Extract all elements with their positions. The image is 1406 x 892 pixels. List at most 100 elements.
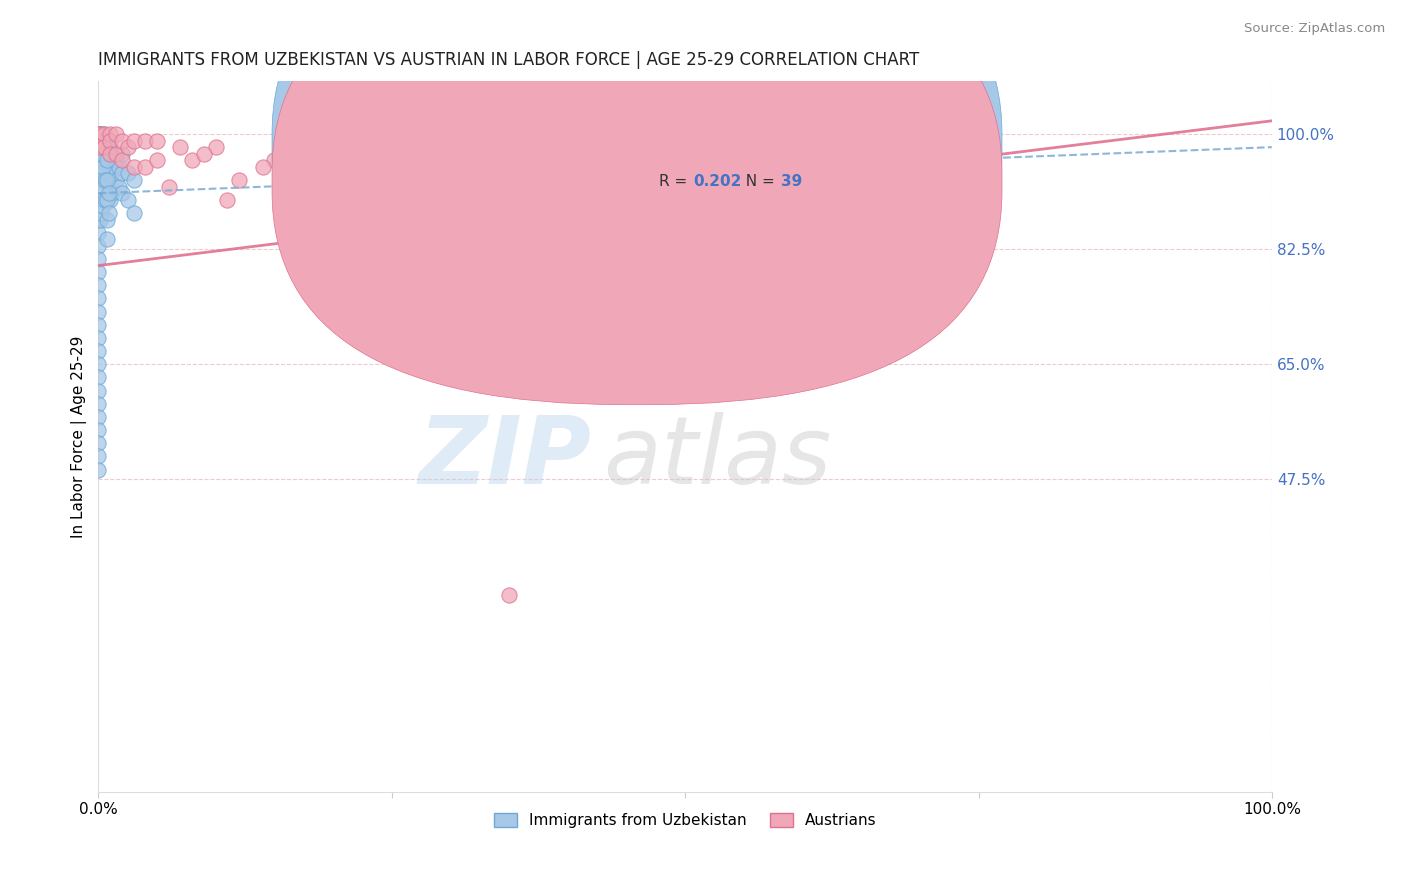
Point: [381, 146, 404, 161]
Point: [90, 134, 112, 148]
Point: [97, 146, 120, 161]
Point: [87, 239, 110, 253]
Point: [90, 206, 112, 220]
Point: [94, 173, 117, 187]
Point: [298, 134, 321, 148]
Point: [97, 186, 120, 201]
Point: [122, 134, 145, 148]
Point: [87, 226, 110, 240]
Point: [90, 146, 112, 161]
Point: [87, 409, 110, 424]
Point: [87, 304, 110, 318]
Point: [90, 186, 112, 201]
Point: [322, 160, 344, 174]
Point: [101, 186, 124, 201]
Text: 81: 81: [782, 136, 803, 152]
Point: [89, 153, 111, 168]
Point: [87, 127, 110, 141]
Point: [90, 127, 112, 141]
Text: IMMIGRANTS FROM UZBEKISTAN VS AUSTRIAN IN LABOR FORCE | AGE 25-29 CORRELATION CH: IMMIGRANTS FROM UZBEKISTAN VS AUSTRIAN I…: [98, 51, 920, 69]
Point: [96, 153, 118, 168]
Point: [111, 153, 134, 168]
Point: [217, 193, 239, 207]
Text: R =: R =: [659, 136, 692, 152]
Point: [104, 153, 127, 168]
Point: [89, 193, 111, 207]
Point: [122, 173, 145, 187]
Point: [87, 450, 110, 464]
Point: [87, 462, 110, 476]
Point: [87, 423, 110, 437]
Point: [93, 140, 115, 154]
Y-axis label: In Labor Force | Age 25-29: In Labor Force | Age 25-29: [72, 335, 87, 538]
Point: [146, 153, 169, 168]
Point: [90, 146, 112, 161]
Point: [93, 166, 115, 180]
Point: [87, 134, 110, 148]
Point: [87, 265, 110, 279]
Legend: Immigrants from Uzbekistan, Austrians: Immigrants from Uzbekistan, Austrians: [488, 806, 883, 834]
Point: [111, 134, 134, 148]
Text: 0.202: 0.202: [693, 174, 742, 189]
Point: [87, 397, 110, 411]
Point: [96, 193, 118, 207]
Point: [98, 193, 121, 207]
Point: [169, 140, 191, 154]
Point: [117, 193, 139, 207]
Point: [108, 160, 131, 174]
Point: [87, 318, 110, 332]
Point: [117, 166, 139, 180]
FancyBboxPatch shape: [271, 0, 1002, 367]
Point: [87, 292, 110, 306]
Point: [87, 252, 110, 266]
Text: ZIP: ZIP: [419, 412, 592, 504]
FancyBboxPatch shape: [271, 0, 1002, 405]
Point: [93, 127, 115, 141]
Point: [111, 166, 134, 180]
Point: [87, 127, 110, 141]
Point: [87, 278, 110, 293]
Point: [94, 193, 117, 207]
Point: [134, 134, 156, 148]
Point: [96, 232, 118, 246]
Point: [122, 160, 145, 174]
Point: [98, 140, 121, 154]
Point: [87, 127, 110, 141]
Point: [87, 140, 110, 154]
Point: [157, 179, 180, 194]
Point: [93, 153, 115, 168]
Point: [87, 127, 110, 141]
Point: [98, 166, 121, 180]
Text: N =: N =: [735, 174, 779, 189]
Point: [87, 127, 110, 141]
Point: [89, 173, 111, 187]
Point: [90, 127, 112, 141]
Point: [93, 140, 115, 154]
Point: [98, 179, 121, 194]
Point: [104, 146, 127, 161]
Text: atlas: atlas: [603, 412, 831, 503]
Point: [87, 127, 110, 141]
Point: [87, 127, 110, 141]
Point: [87, 357, 110, 371]
Point: [122, 206, 145, 220]
Point: [87, 127, 110, 141]
Point: [111, 146, 134, 161]
Point: [87, 436, 110, 450]
Point: [498, 134, 520, 148]
Point: [498, 588, 520, 602]
Point: [274, 212, 297, 227]
Point: [93, 146, 115, 161]
Point: [90, 160, 112, 174]
Point: [416, 160, 439, 174]
Point: [91, 160, 114, 174]
Point: [98, 153, 121, 168]
Point: [87, 127, 110, 141]
Point: [104, 127, 127, 141]
Point: [87, 370, 110, 384]
Point: [97, 206, 120, 220]
Point: [97, 160, 120, 174]
Point: [181, 153, 204, 168]
Point: [87, 140, 110, 154]
Point: [87, 344, 110, 359]
